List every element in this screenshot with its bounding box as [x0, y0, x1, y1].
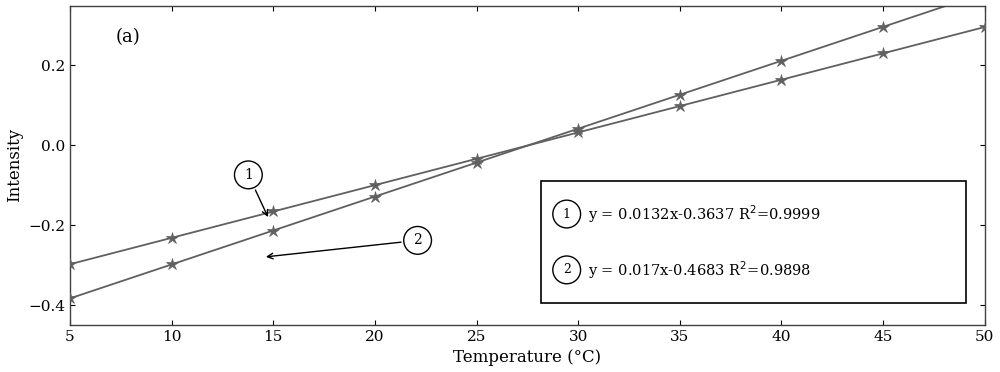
- Ellipse shape: [404, 227, 431, 254]
- Ellipse shape: [234, 161, 262, 189]
- Ellipse shape: [553, 256, 581, 284]
- Text: 1: 1: [563, 208, 571, 221]
- Text: (a): (a): [116, 28, 140, 46]
- Text: 2: 2: [563, 263, 571, 276]
- Text: 1: 1: [244, 168, 253, 182]
- FancyBboxPatch shape: [541, 181, 966, 303]
- Text: y = 0.017x-0.4683 R$^2$=0.9898: y = 0.017x-0.4683 R$^2$=0.9898: [588, 259, 811, 281]
- Text: y = 0.0132x-0.3637 R$^2$=0.9999: y = 0.0132x-0.3637 R$^2$=0.9999: [588, 203, 820, 225]
- Ellipse shape: [553, 200, 581, 228]
- Y-axis label: Intensity: Intensity: [6, 128, 23, 202]
- X-axis label: Temperature (°C): Temperature (°C): [453, 349, 601, 366]
- Text: 2: 2: [413, 233, 422, 247]
